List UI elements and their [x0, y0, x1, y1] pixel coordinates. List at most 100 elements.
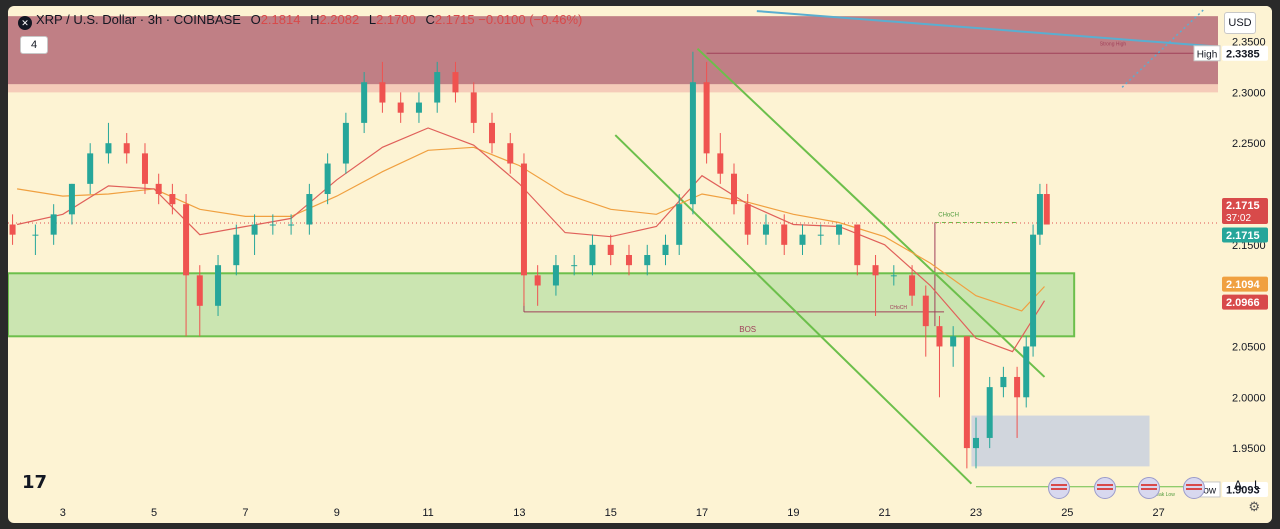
ref-value: 2.1715 [1226, 230, 1260, 242]
candle-body [397, 102, 404, 113]
candle-body [854, 224, 861, 266]
candle-body [589, 244, 596, 266]
candle-body [434, 72, 441, 103]
candle-body [507, 143, 514, 164]
candle-body [215, 265, 222, 306]
candle-body [1014, 376, 1021, 398]
candle-body [662, 244, 669, 255]
low-value: 1.9093 [1226, 484, 1260, 496]
high-tag [1193, 45, 1221, 62]
candle-body [781, 224, 788, 245]
candle-body [676, 204, 683, 245]
candle-body [1023, 346, 1030, 398]
candle-body [922, 295, 929, 327]
candle-body [32, 234, 39, 236]
candle-body [534, 275, 541, 286]
indicators-toggle-button[interactable]: 4 [20, 36, 48, 54]
economic-event-flag-icon[interactable] [1183, 477, 1205, 499]
candle-body [87, 153, 94, 184]
y-tick-label: 1.9500 [1232, 443, 1266, 455]
candle-body [196, 275, 203, 306]
change-value: −0.0100 (−0.46%) [478, 12, 583, 27]
chart-panel[interactable]: BOS CHoCH CHoCH Strong High Weak Low 2.3500 2.… [8, 6, 1272, 523]
y-tick-label: 2.1500 [1232, 240, 1266, 252]
candle-body [552, 265, 559, 286]
x-tick-label: 27 [1153, 507, 1165, 519]
x-tick-label: 11 [422, 507, 433, 519]
candle-body [1030, 234, 1037, 347]
y-tick-label: 2.3500 [1232, 37, 1266, 49]
candle-body [288, 224, 295, 226]
close-value: 2.1715 [434, 12, 475, 27]
high-value: 2.3385 [1226, 48, 1260, 60]
y-tick-label: 2.0500 [1232, 341, 1266, 353]
candle-body [489, 122, 495, 144]
dotted-line [1121, 8, 1205, 88]
candle-body [817, 234, 824, 236]
high-box [1222, 45, 1268, 61]
candle-body [986, 387, 993, 438]
low-box [1222, 481, 1268, 497]
x-tick-label: 7 [242, 507, 248, 519]
high-tag-text: High [1197, 49, 1218, 60]
x-tick-label: 19 [787, 507, 799, 519]
tradingview-logo-icon[interactable]: 17 [22, 472, 48, 493]
long-trendline [756, 10, 1219, 48]
candle-body [306, 194, 313, 225]
economic-event-flag-icon[interactable] [1048, 477, 1070, 499]
candle-body [470, 92, 477, 123]
low-value: 2.1700 [376, 12, 416, 27]
chart-legend: ✕ XRP / U.S. Dollar · 3h · COINBASE O2.18… [18, 12, 582, 30]
last-value: 2.1715 [1226, 200, 1260, 212]
ema-slow-box [1222, 276, 1268, 292]
open-value: 2.1814 [260, 12, 301, 27]
open-label: O [250, 12, 261, 27]
economic-event-flag-icon[interactable] [1094, 477, 1116, 499]
candle-body [415, 102, 422, 113]
low-label: L [368, 12, 377, 27]
candle-body [625, 255, 632, 266]
target-box [971, 415, 1150, 467]
candle-body [717, 153, 724, 174]
ema-slow-value: 2.1094 [1226, 279, 1261, 291]
close-label: C [425, 12, 435, 27]
candle-body [799, 234, 806, 245]
candle-body [169, 194, 176, 205]
ref-box [1222, 227, 1268, 243]
ema-fast-price-label: 2.0966 [1222, 294, 1268, 310]
weak-low-label: Weak Low [1152, 492, 1176, 498]
economic-event-flag-icon[interactable] [1138, 477, 1160, 499]
candle-body [233, 234, 240, 266]
candle-body [936, 326, 943, 347]
xrp-logo-icon: ✕ [18, 16, 32, 30]
symbol-title[interactable]: XRP / U.S. Dollar · 3h · COINBASE [36, 12, 241, 27]
indicator-count: 4 [30, 39, 38, 51]
settings-gear-icon[interactable]: ⚙ [1248, 499, 1260, 514]
candle-body [973, 437, 979, 449]
candle-body [644, 255, 651, 266]
y-tick-label: 2.0000 [1232, 392, 1266, 404]
candle-body [9, 224, 16, 235]
supply-zone [8, 16, 1218, 85]
candle-body [890, 275, 897, 277]
y-tick-label: 2.2500 [1232, 138, 1266, 150]
strong-high-label: Strong High [1100, 42, 1127, 48]
candle-body [689, 82, 696, 205]
log-scale-button[interactable]: L [1254, 478, 1261, 492]
x-tick-label: 13 [513, 507, 525, 519]
y-tick-label: 2.3000 [1232, 87, 1266, 99]
candle-body [1043, 194, 1050, 225]
candle-body [123, 143, 130, 154]
auto-scale-button[interactable]: A [1234, 478, 1243, 492]
ema-fast-box [1222, 294, 1268, 310]
last-countdown: 37:02 [1226, 213, 1251, 224]
low-tag-text: Low [1198, 485, 1217, 496]
ref-price-label: 2.1715 [1222, 227, 1268, 243]
currency-selector[interactable]: USD [1224, 12, 1256, 34]
supply-zone-fringe [8, 84, 1218, 93]
channel-lower [614, 134, 973, 485]
ema-slow-price-label: 2.1094 [1222, 276, 1268, 292]
candle-body [607, 244, 614, 255]
x-tick-label: 25 [1061, 507, 1073, 519]
